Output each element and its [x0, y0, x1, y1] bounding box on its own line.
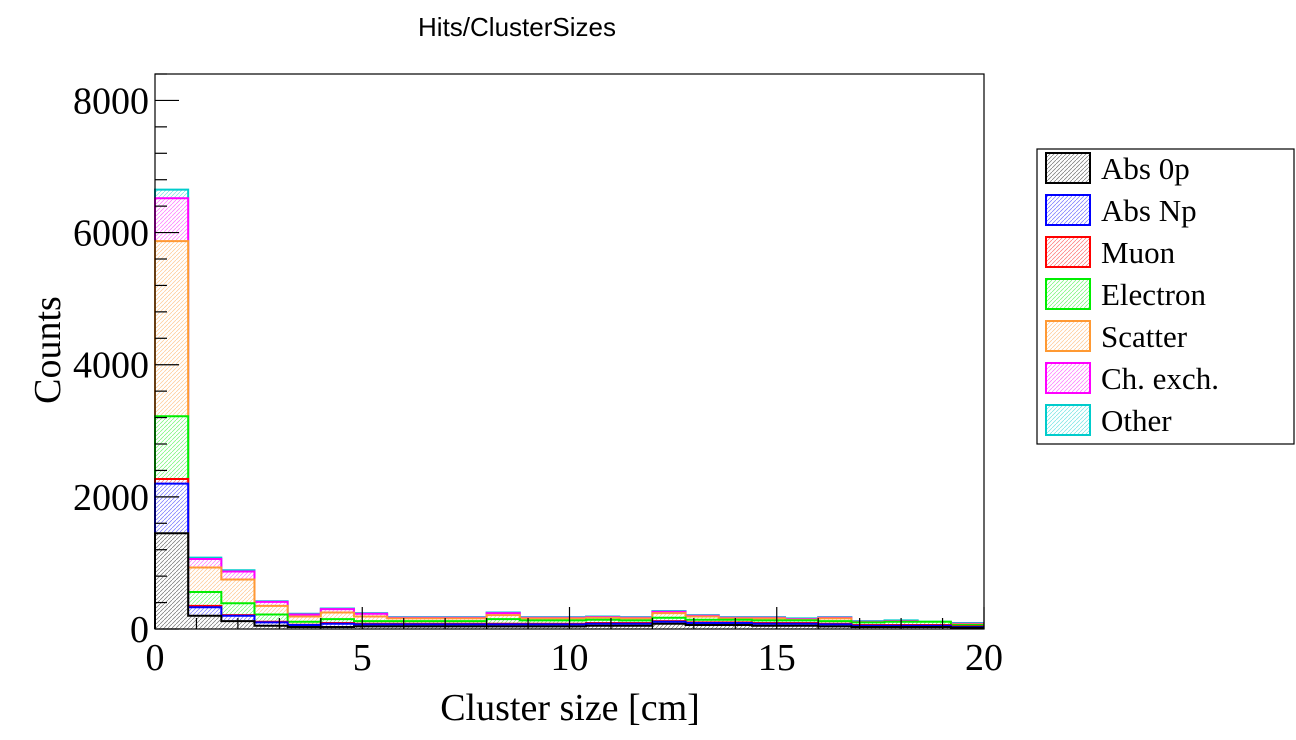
series-outline-abs-0p [154, 532, 984, 629]
legend-swatch-scatter [1045, 320, 1091, 352]
bar-abs-0p-bin-8 [420, 626, 454, 629]
bar-abs-0p-bin-19 [785, 625, 819, 629]
bar-abs-0p-bin-14 [619, 625, 653, 629]
plot-frame [154, 73, 985, 630]
y-axis: 0 2000 4000 6000 8000 [73, 73, 179, 651]
legend-label-scatter: Scatter [1101, 319, 1188, 354]
y-tick-label: 4000 [73, 345, 149, 387]
x-tick-label: 10 [551, 637, 589, 679]
legend-label-other: Other [1101, 403, 1172, 438]
bar-abs-0p-bin-18 [751, 625, 786, 629]
y-tick-label: 2000 [73, 477, 149, 519]
chart-title: Hits/ClusterSizes [418, 12, 616, 42]
bar-abs-0p-bin-6 [353, 626, 388, 629]
legend-swatch-abs-np [1045, 194, 1091, 226]
bar-abs-0p-bin-0 [155, 533, 189, 629]
y-tick-label: 0 [130, 609, 149, 651]
legend-label-abs-np: Abs Np [1101, 193, 1197, 228]
legend-swatch-muon [1045, 236, 1091, 268]
bar-abs-0p-bin-16 [685, 625, 719, 629]
legend-label-ch-exch: Ch. exch. [1101, 361, 1219, 396]
series-outline-ch-exch [154, 197, 984, 629]
bar-abs-0p-bin-3 [254, 625, 288, 629]
x-tick-label: 5 [353, 637, 372, 679]
bar-abs-0p-bin-13 [586, 625, 620, 629]
bar-abs-0p-bin-20 [818, 626, 852, 629]
bars-layer [154, 188, 984, 630]
x-tick-label: 0 [146, 637, 165, 679]
series-outline-other [154, 188, 984, 629]
bar-abs-0p-bin-10 [486, 626, 520, 629]
legend-swatch-other [1045, 404, 1091, 436]
x-tick-label: 20 [965, 637, 1003, 679]
legend-label-abs-0p: Abs 0p [1101, 151, 1190, 186]
bar-abs-0p-bin-1 [188, 615, 222, 629]
legend-label-muon: Muon [1101, 235, 1176, 270]
bar-abs-0p-bin-11 [519, 626, 553, 629]
x-axis: 0 5 10 15 20 [146, 607, 1003, 679]
legend: Abs 0p Abs Np Muon Electron Scatter Ch. exch.… [1036, 148, 1295, 445]
series-outline-scatter [154, 240, 984, 629]
legend-swatch-electron [1045, 278, 1091, 310]
y-axis-label: Counts [27, 296, 69, 404]
x-tick-label: 15 [758, 637, 796, 679]
legend-label-electron: Electron [1101, 277, 1207, 312]
series-outline-electron [154, 415, 984, 629]
bar-abs-0p-bin-9 [453, 626, 487, 629]
y-tick-label: 6000 [73, 213, 149, 255]
x-axis-label: Cluster size [cm] [440, 687, 700, 729]
bar-abs-0p-bin-15 [652, 623, 686, 629]
legend-swatch-abs-0p [1045, 152, 1091, 184]
y-tick-label: 8000 [73, 80, 149, 122]
legend-swatch-ch-exch [1045, 362, 1091, 394]
